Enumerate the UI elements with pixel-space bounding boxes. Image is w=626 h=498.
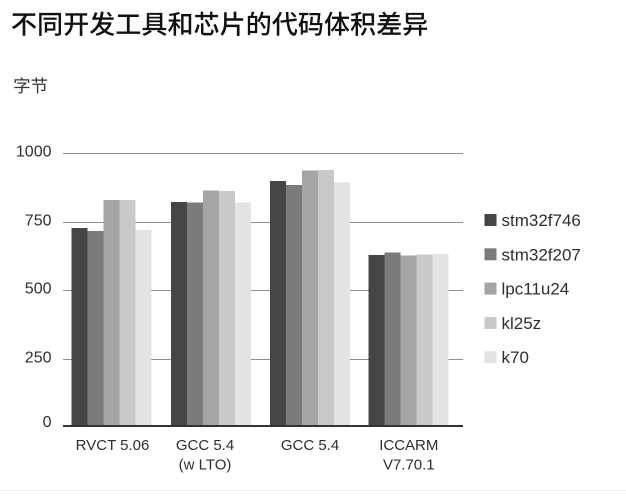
svg-text:GCC 5.4: GCC 5.4 — [281, 437, 339, 454]
svg-text:0: 0 — [43, 414, 52, 431]
svg-text:V7.70.1: V7.70.1 — [383, 457, 435, 474]
svg-text:k70: k70 — [502, 348, 529, 367]
svg-text:ICCARM: ICCARM — [379, 437, 438, 454]
svg-text:750: 750 — [25, 213, 52, 230]
svg-text:stm32f746: stm32f746 — [502, 211, 581, 230]
svg-text:(w LTO): (w LTO) — [179, 457, 232, 474]
svg-text:lpc11u24: lpc11u24 — [502, 280, 570, 299]
svg-text:1000: 1000 — [16, 144, 52, 161]
svg-text:250: 250 — [25, 350, 52, 367]
svg-text:500: 500 — [25, 281, 52, 298]
svg-text:GCC 5.4: GCC 5.4 — [176, 437, 234, 454]
svg-text:stm32f207: stm32f207 — [502, 245, 581, 264]
svg-text:kl25z: kl25z — [502, 314, 542, 333]
svg-text:RVCT 5.06: RVCT 5.06 — [76, 437, 150, 454]
